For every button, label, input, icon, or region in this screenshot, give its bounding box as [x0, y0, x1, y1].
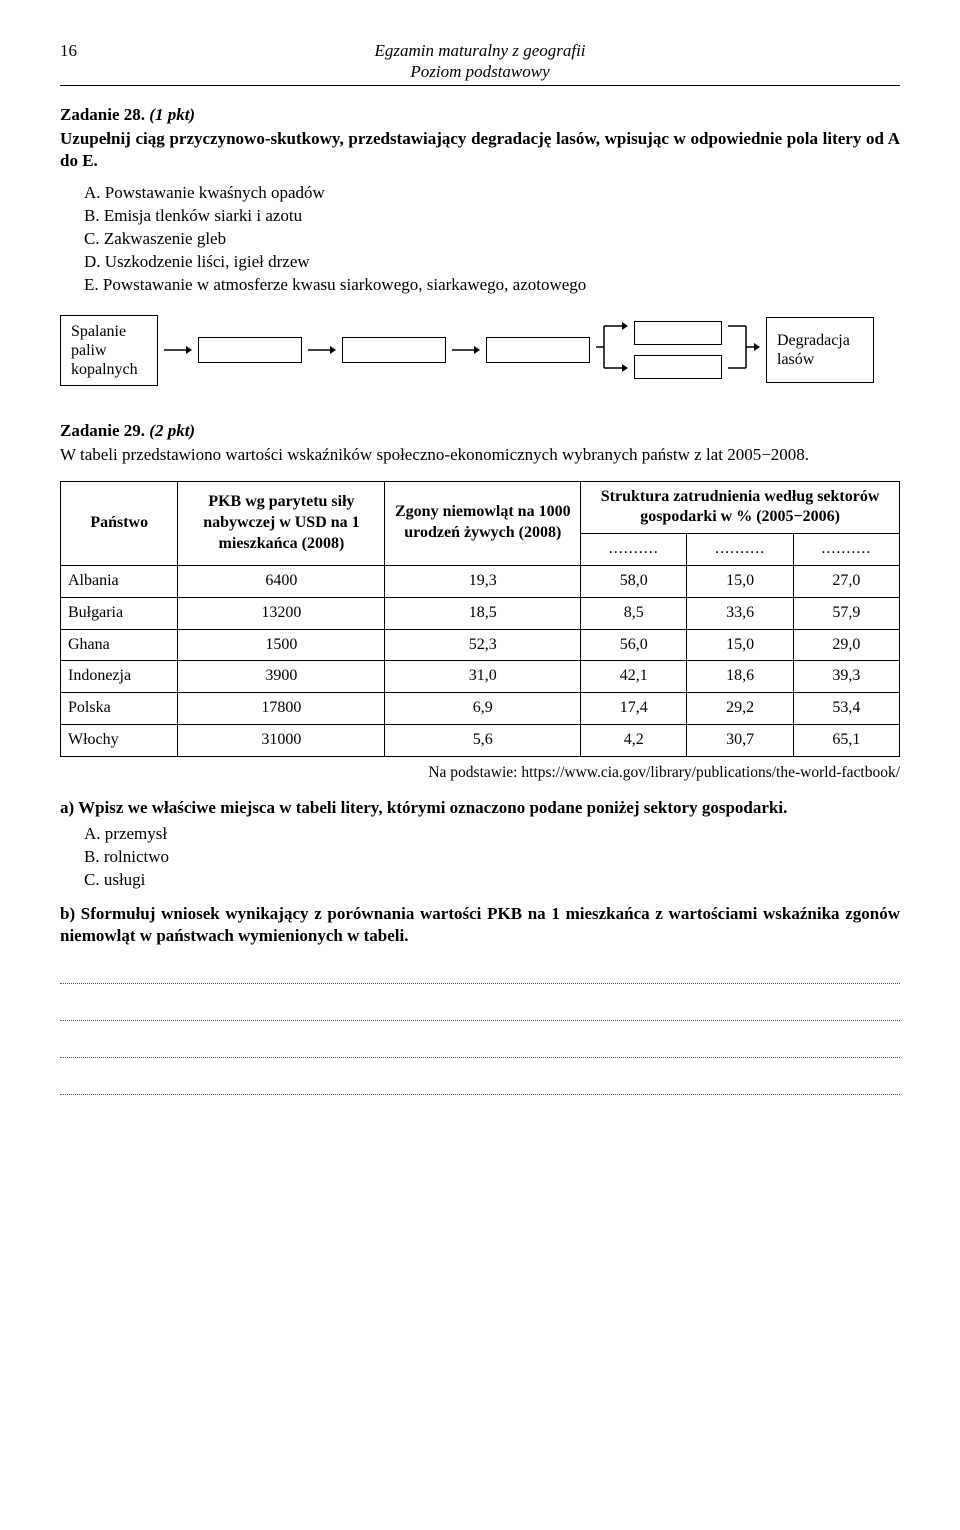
- th-country: Państwo: [61, 481, 178, 565]
- cell-s2: 15,0: [687, 629, 793, 661]
- cell-country: Ghana: [61, 629, 178, 661]
- page-number: 16: [60, 40, 100, 83]
- table-source: Na podstawie: https://www.cia.gov/librar…: [60, 763, 900, 783]
- task29-intro: W tabeli przedstawiono wartości wskaźnik…: [60, 444, 900, 466]
- cell-s3: 29,0: [793, 629, 899, 661]
- task29a-option-a: A. przemysł: [84, 823, 900, 845]
- cell-infant: 19,3: [385, 565, 581, 597]
- table-row: Albania 6400 19,3 58,0 15,0 27,0: [61, 565, 900, 597]
- th-sector-blank[interactable]: ..........: [793, 534, 899, 566]
- flow-empty-box[interactable]: [486, 337, 590, 363]
- arrow-icon: [452, 343, 480, 357]
- task28-option-e: E. Powstawanie w atmosferze kwasu siarko…: [60, 274, 900, 296]
- task28-option-a: A. Powstawanie kwaśnych opadów: [60, 182, 900, 204]
- flow-split-column: [634, 321, 722, 379]
- task29-points: (2 pkt): [149, 421, 195, 440]
- task28-heading: Zadanie 28. (1 pkt): [60, 104, 900, 126]
- task29a-options: A. przemysł B. rolnictwo C. usługi: [60, 823, 900, 891]
- cell-s3: 57,9: [793, 597, 899, 629]
- table-row: Ghana 1500 52,3 56,0 15,0 29,0: [61, 629, 900, 661]
- cell-gdp: 1500: [178, 629, 385, 661]
- task28-options: A. Powstawanie kwaśnych opadów B. Emisja…: [60, 182, 900, 296]
- arrow-split-icon: [596, 312, 628, 388]
- page-header: 16 Egzamin maturalny z geografii Poziom …: [60, 40, 900, 86]
- th-gdp: PKB wg parytetu siły nabywczej w USD na …: [178, 481, 385, 565]
- answer-line[interactable]: [60, 961, 900, 984]
- header-line2: Poziom podstawowy: [410, 62, 549, 81]
- cell-country: Bułgaria: [61, 597, 178, 629]
- th-sector-blank[interactable]: ..........: [581, 534, 687, 566]
- header-title: Egzamin maturalny z geografii Poziom pod…: [100, 40, 860, 83]
- table-row: Indonezja 3900 31,0 42,1 18,6 39,3: [61, 661, 900, 693]
- arrow-icon: [308, 343, 336, 357]
- task28-option-c: C. Zakwaszenie gleb: [60, 228, 900, 250]
- table-row: Włochy 31000 5,6 4,2 30,7 65,1: [61, 724, 900, 756]
- th-employment: Struktura zatrudnienia według sektorów g…: [581, 481, 900, 534]
- task29a-option-c: C. usługi: [84, 869, 900, 891]
- flow-end-box: Degradacja lasów: [766, 317, 874, 383]
- cell-country: Albania: [61, 565, 178, 597]
- task28-title: Zadanie 28.: [60, 105, 145, 124]
- task29a-text: a) Wpisz we właściwe miejsca w tabeli li…: [60, 797, 900, 819]
- cell-country: Włochy: [61, 724, 178, 756]
- cell-s3: 39,3: [793, 661, 899, 693]
- task28-option-d: D. Uszkodzenie liści, igieł drzew: [60, 251, 900, 273]
- cell-country: Indonezja: [61, 661, 178, 693]
- cell-infant: 52,3: [385, 629, 581, 661]
- cell-gdp: 6400: [178, 565, 385, 597]
- cell-s3: 27,0: [793, 565, 899, 597]
- arrow-merge-icon: [728, 312, 760, 388]
- cell-s1: 17,4: [581, 693, 687, 725]
- cell-s1: 56,0: [581, 629, 687, 661]
- header-line1: Egzamin maturalny z geografii: [374, 41, 585, 60]
- flow-start-box: Spalanie paliw kopalnych: [60, 315, 158, 387]
- cell-s3: 65,1: [793, 724, 899, 756]
- cell-infant: 5,6: [385, 724, 581, 756]
- task28-points: (1 pkt): [149, 105, 195, 124]
- answer-line[interactable]: [60, 1072, 900, 1095]
- data-table: Państwo PKB wg parytetu siły nabywczej w…: [60, 481, 900, 757]
- cell-s2: 18,6: [687, 661, 793, 693]
- th-sector-blank[interactable]: ..........: [687, 534, 793, 566]
- task29b-text: b) Sformułuj wniosek wynikający z porówn…: [60, 903, 900, 947]
- task29-title: Zadanie 29.: [60, 421, 145, 440]
- arrow-icon: [164, 343, 192, 357]
- cell-s2: 15,0: [687, 565, 793, 597]
- cell-s2: 33,6: [687, 597, 793, 629]
- cell-infant: 31,0: [385, 661, 581, 693]
- task28-instruction: Uzupełnij ciąg przyczynowo-skutkowy, prz…: [60, 128, 900, 172]
- cell-infant: 18,5: [385, 597, 581, 629]
- th-infant: Zgony niemowląt na 1000 urodzeń żywych (…: [385, 481, 581, 565]
- table-row: Polska 17800 6,9 17,4 29,2 53,4: [61, 693, 900, 725]
- task29a-option-b: B. rolnictwo: [84, 846, 900, 868]
- cell-s1: 42,1: [581, 661, 687, 693]
- cell-s1: 4,2: [581, 724, 687, 756]
- cell-gdp: 3900: [178, 661, 385, 693]
- flow-empty-box[interactable]: [634, 321, 722, 345]
- cell-gdp: 17800: [178, 693, 385, 725]
- flow-empty-box[interactable]: [342, 337, 446, 363]
- task28-option-b: B. Emisja tlenków siarki i azotu: [60, 205, 900, 227]
- flow-empty-box[interactable]: [634, 355, 722, 379]
- flow-diagram: Spalanie paliw kopalnych: [60, 312, 900, 388]
- cell-gdp: 13200: [178, 597, 385, 629]
- cell-s1: 58,0: [581, 565, 687, 597]
- cell-s2: 29,2: [687, 693, 793, 725]
- table-header-row: Państwo PKB wg parytetu siły nabywczej w…: [61, 481, 900, 534]
- cell-infant: 6,9: [385, 693, 581, 725]
- cell-gdp: 31000: [178, 724, 385, 756]
- answer-line[interactable]: [60, 1035, 900, 1058]
- cell-s2: 30,7: [687, 724, 793, 756]
- answer-line[interactable]: [60, 998, 900, 1021]
- flow-empty-box[interactable]: [198, 337, 302, 363]
- task29-heading: Zadanie 29. (2 pkt): [60, 420, 900, 442]
- cell-country: Polska: [61, 693, 178, 725]
- cell-s3: 53,4: [793, 693, 899, 725]
- cell-s1: 8,5: [581, 597, 687, 629]
- header-spacer: [860, 40, 900, 83]
- table-row: Bułgaria 13200 18,5 8,5 33,6 57,9: [61, 597, 900, 629]
